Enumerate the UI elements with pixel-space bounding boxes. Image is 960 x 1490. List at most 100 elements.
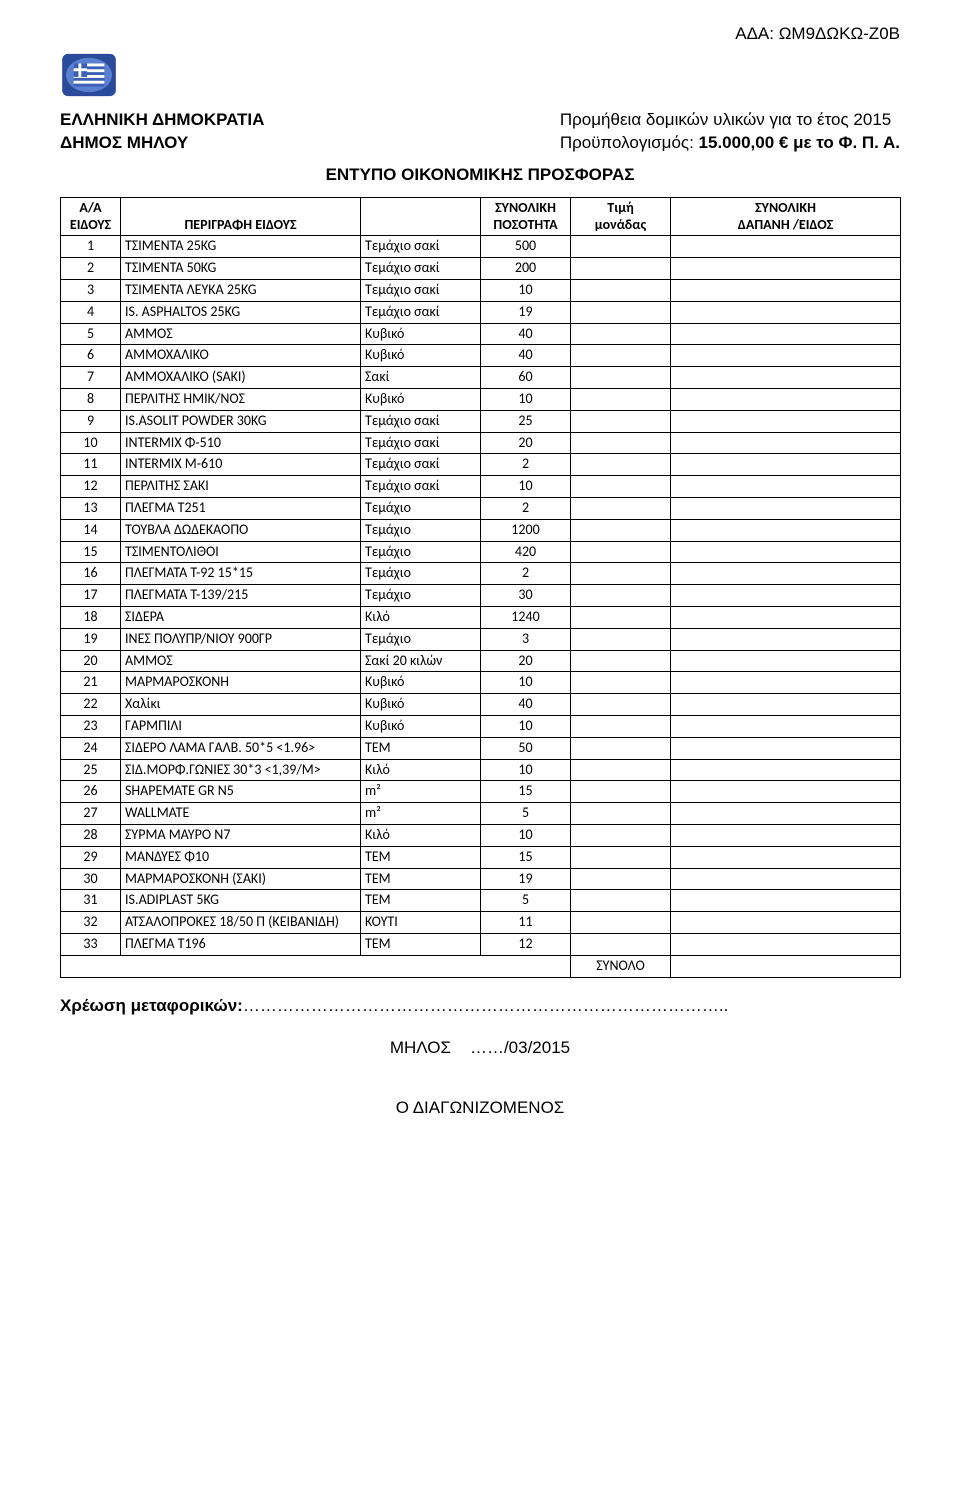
cell-cost: [671, 432, 901, 454]
table-row: 3ΤΣΙΜΕΝΤΑ ΛΕΥΚΑ 25KGΤεμάχιο σακί10: [61, 280, 901, 302]
procurement-line2: Προϋπολογισμός: 15.000,00 € με το Φ. Π. …: [560, 132, 900, 155]
table-row: 25ΣΙΔ.ΜΟΡΦ.ΓΩΝΙΕΣ 30*3 <1,39/Μ>Κιλό10: [61, 759, 901, 781]
cell-cost: [671, 933, 901, 955]
cell-num: 10: [61, 432, 121, 454]
cell-price: [571, 541, 671, 563]
table-row: 21ΜΑΡΜΑΡΟΣΚΟΝΗΚυβικό10: [61, 672, 901, 694]
table-row: 33ΠΛΕΓΜΑ Τ196ΤΕΜ12: [61, 933, 901, 955]
cell-desc: ΤΣΙΜΕΝΤΑ ΛΕΥΚΑ 25KG: [121, 280, 361, 302]
cell-cost: [671, 541, 901, 563]
cell-desc: INTERMIX Φ-510: [121, 432, 361, 454]
cell-qty: 20: [481, 650, 571, 672]
cell-price: [571, 563, 671, 585]
table-row: 17ΠΛΕΓΜΑΤΑ Τ-139/215Τεμάχιο30: [61, 585, 901, 607]
cell-desc: IS.ADIPLAST 5KG: [121, 890, 361, 912]
table-row: 30ΜΑΡΜΑΡΟΣΚΟΝΗ (ΣΑΚΙ)ΤΕΜ19: [61, 868, 901, 890]
table-row: 24ΣΙΔΕΡΟ ΛΑΜΑ ΓΑΛΒ. 50*5 <1.96>ΤΕΜ50: [61, 737, 901, 759]
cell-cost: [671, 367, 901, 389]
table-row: 4IS. ASPHALTOS 25KGΤεμάχιο σακί19: [61, 301, 901, 323]
cell-unit: Τεμάχιο σακί: [361, 410, 481, 432]
cell-desc: IS. ASPHALTOS 25KG: [121, 301, 361, 323]
cell-qty: 2: [481, 498, 571, 520]
cell-desc: ΑΜΜΟΧΑΛΙΚΟ: [121, 345, 361, 367]
cell-desc: ΤΣΙΜΕΝΤΟΛΙΘΟΙ: [121, 541, 361, 563]
total-spacer: [61, 955, 571, 977]
cell-qty: 40: [481, 345, 571, 367]
cell-unit: Τεμάχιο σακί: [361, 258, 481, 280]
cell-cost: [671, 912, 901, 934]
cell-price: [571, 454, 671, 476]
cell-price: [571, 628, 671, 650]
table-row: 7ΑΜΜΟΧΑΛΙΚΟ (SAKI)Σακί60: [61, 367, 901, 389]
cell-price: [571, 716, 671, 738]
cell-price: [571, 912, 671, 934]
cell-price: [571, 476, 671, 498]
cell-num: 32: [61, 912, 121, 934]
col-price: Τιμήμονάδας: [571, 197, 671, 236]
table-row: 8ΠΕΡΛΙΤΗΣ ΗΜΙΚ/ΝΟΣΚυβικό10: [61, 389, 901, 411]
cell-num: 29: [61, 846, 121, 868]
total-value: [671, 955, 901, 977]
cell-unit: ΚΟΥΤΙ: [361, 912, 481, 934]
cell-cost: [671, 563, 901, 585]
cell-qty: 10: [481, 824, 571, 846]
cell-unit: Κυβικό: [361, 323, 481, 345]
cell-num: 13: [61, 498, 121, 520]
table-row: 23ΓΑΡΜΠΙΛΙΚυβικό10: [61, 716, 901, 738]
cell-cost: [671, 280, 901, 302]
cell-price: [571, 868, 671, 890]
cell-qty: 2: [481, 454, 571, 476]
cell-unit: Κυβικό: [361, 694, 481, 716]
table-row: 22ΧαλίκιΚυβικό40: [61, 694, 901, 716]
cell-desc: ΜΑΡΜΑΡΟΣΚΟΝΗ: [121, 672, 361, 694]
cell-num: 24: [61, 737, 121, 759]
cell-qty: 2: [481, 563, 571, 585]
table-row: 13ΠΛΕΓΜΑ Τ251Τεμάχιο2: [61, 498, 901, 520]
cell-qty: 25: [481, 410, 571, 432]
cell-num: 8: [61, 389, 121, 411]
cell-qty: 11: [481, 912, 571, 934]
cell-num: 18: [61, 607, 121, 629]
cell-desc: ΣΙΔΕΡΑ: [121, 607, 361, 629]
table-row: 19ΙΝΕΣ ΠΟΛΥΠΡ/ΝΙΟΥ 900ΓΡΤεμάχιο3: [61, 628, 901, 650]
cell-qty: 5: [481, 890, 571, 912]
cell-qty: 10: [481, 476, 571, 498]
cell-num: 4: [61, 301, 121, 323]
cell-desc: ΠΛΕΓΜΑΤΑ Τ-139/215: [121, 585, 361, 607]
cell-cost: [671, 258, 901, 280]
cell-desc: ΠΛΕΓΜΑ Τ251: [121, 498, 361, 520]
cell-cost: [671, 803, 901, 825]
table-row: 16ΠΛΕΓΜΑΤΑ Τ-92 15*15Τεμάχιο2: [61, 563, 901, 585]
cell-num: 1: [61, 236, 121, 258]
cell-num: 33: [61, 933, 121, 955]
cell-desc: ΜΑΝΔΥΕΣ Φ10: [121, 846, 361, 868]
cell-desc: ΑΜΜΟΧΑΛΙΚΟ (SAKI): [121, 367, 361, 389]
table-row: 11INTERMIX M-610Τεμάχιο σακί2: [61, 454, 901, 476]
cell-desc: ΠΛΕΓΜΑ Τ196: [121, 933, 361, 955]
cell-price: [571, 933, 671, 955]
table-row: 2ΤΣΙΜΕΝΤΑ 50KGΤεμάχιο σακί200: [61, 258, 901, 280]
cell-cost: [671, 628, 901, 650]
cell-unit: Τεμάχιο σακί: [361, 301, 481, 323]
cell-num: 30: [61, 868, 121, 890]
cell-desc: SHAPEMATE GR N5: [121, 781, 361, 803]
items-table: Α/ΑΕΙΔΟΥΣ ΠΕΡΙΓΡΑΦΗ ΕΙΔΟΥΣ ΣΥΝΟΛΙΚΗΠΟΣΟΤ…: [60, 197, 901, 978]
greek-emblem-icon: [60, 52, 118, 98]
col-desc: ΠΕΡΙΓΡΑΦΗ ΕΙΔΟΥΣ: [121, 197, 361, 236]
cell-num: 3: [61, 280, 121, 302]
table-row: 27WALLMATEm²5: [61, 803, 901, 825]
cell-cost: [671, 890, 901, 912]
form-title: ΕΝΤΥΠΟ ΟΙΚΟΝΟΜΙΚΗΣ ΠΡΟΣΦΟΡΑΣ: [60, 165, 900, 185]
cell-desc: ΙΝΕΣ ΠΟΛΥΠΡ/ΝΙΟΥ 900ΓΡ: [121, 628, 361, 650]
cell-unit: Τεμάχιο: [361, 563, 481, 585]
org-line1: ΕΛΛΗΝΙΚΗ ΔΗΜΟΚΡΑΤΙΑ: [60, 109, 264, 132]
cell-unit: m²: [361, 803, 481, 825]
table-row: 32ΑΤΣΑΛΟΠΡΟΚΕΣ 18/50 Π (ΚΕΙΒΑΝΙΔΗ)ΚΟΥΤΙ1…: [61, 912, 901, 934]
table-row: 6ΑΜΜΟΧΑΛΙΚΟΚυβικό40: [61, 345, 901, 367]
cell-cost: [671, 846, 901, 868]
cell-unit: ΤΕΜ: [361, 868, 481, 890]
cell-price: [571, 432, 671, 454]
date-city: ΜΗΛΟΣ: [390, 1038, 451, 1057]
cell-desc: WALLMATE: [121, 803, 361, 825]
cell-desc: ΣΙΔ.ΜΟΡΦ.ΓΩΝΙΕΣ 30*3 <1,39/Μ>: [121, 759, 361, 781]
